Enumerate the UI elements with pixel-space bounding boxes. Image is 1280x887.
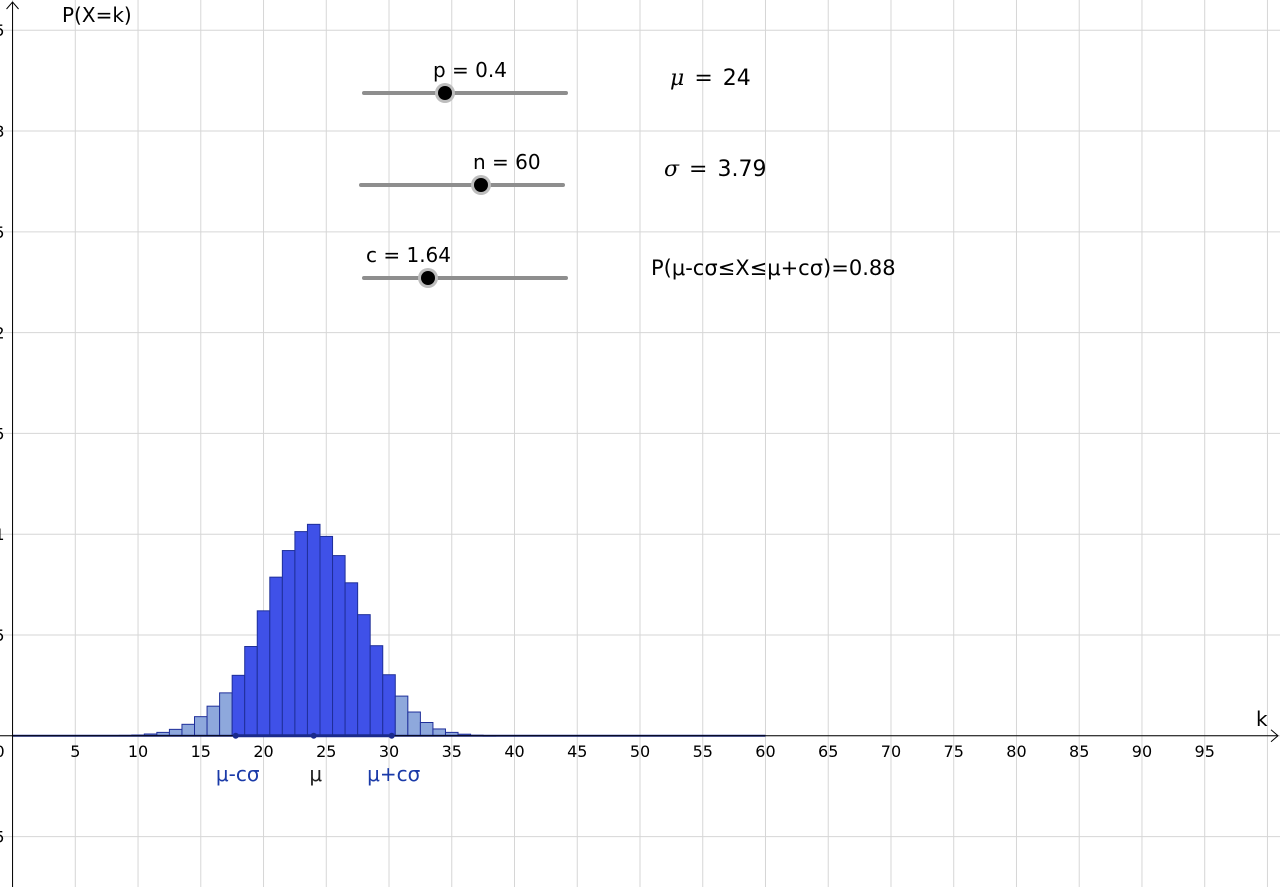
- x-tick-label: 30: [379, 742, 399, 761]
- upper-bound-label: μ+cσ: [367, 762, 420, 786]
- tick-labels: 0 5 10 15 20 25 30 35 40 45 50 55 60 65 70 75 80 85 90 95 0.…: [0, 21, 1215, 846]
- histogram-bar: [244, 646, 258, 737]
- x-tick-label: 10: [128, 742, 148, 761]
- sigma-value: 3.79: [717, 157, 767, 182]
- x-tick-label: 80: [1006, 742, 1026, 761]
- y-tick-label: 0.05: [0, 626, 5, 645]
- x-tick-label: 45: [567, 742, 587, 761]
- histogram-bar: [432, 728, 446, 737]
- histogram-bar: [269, 576, 283, 737]
- lower-bound-point[interactable]: [232, 732, 239, 739]
- slider-n-track[interactable]: [359, 183, 565, 187]
- x-tick-label: 5: [70, 742, 80, 761]
- mean-point[interactable]: [310, 732, 317, 739]
- slider-n-handle[interactable]: [474, 178, 488, 192]
- x-tick-label: 15: [191, 742, 211, 761]
- slider-n-label: n = 60: [473, 150, 541, 174]
- slider-p-handle[interactable]: [438, 86, 452, 100]
- x-tick-label: 25: [316, 742, 336, 761]
- histogram-bar: [219, 692, 233, 737]
- y-axis-arrow: [6, 1, 19, 10]
- sigma-readout: σ = 3.79: [664, 157, 766, 182]
- x-tick-label: 50: [630, 742, 650, 761]
- slider-c-handle[interactable]: [421, 271, 435, 285]
- equals-sign: =: [689, 157, 708, 182]
- x-tick-label: 40: [504, 742, 524, 761]
- histogram-bar: [294, 531, 308, 737]
- histogram-bar: [319, 535, 334, 737]
- slider-c-track[interactable]: [362, 276, 568, 280]
- histogram-bar: [394, 695, 409, 737]
- histogram-bar: [382, 674, 396, 737]
- histogram-bar: [281, 550, 296, 737]
- sigma-symbol: σ: [664, 157, 680, 182]
- slider-p-track[interactable]: [362, 91, 568, 95]
- mu-value: 24: [722, 66, 751, 91]
- histogram-bar: [181, 723, 196, 737]
- slider-c[interactable]: c = 1.64: [362, 243, 568, 285]
- lower-bound-label: μ-cσ: [216, 762, 260, 786]
- upper-bound-point[interactable]: [388, 732, 395, 739]
- y-axis-label: P(X=k): [62, 3, 132, 27]
- histogram-bar: [369, 645, 384, 737]
- histogram-bar: [407, 711, 421, 737]
- x-axis-arrow: [1270, 729, 1279, 743]
- x-tick-label: 0: [0, 742, 5, 761]
- slider-p[interactable]: p = 0.4: [362, 58, 568, 100]
- slider-n[interactable]: n = 60: [359, 150, 565, 192]
- histogram-bar: [357, 614, 371, 737]
- histogram-bars: [12, 523, 766, 737]
- mean-readout: μ = 24: [670, 66, 751, 91]
- x-tick-label: 20: [253, 742, 273, 761]
- y-tick-label: 0.1: [0, 525, 5, 544]
- x-axis-label: k: [1256, 707, 1268, 731]
- equals-sign: =: [694, 66, 713, 91]
- probability-readout: P(μ-cσ≤X≤μ+cσ)=0.88: [651, 256, 896, 280]
- x-tick-label: 85: [1069, 742, 1089, 761]
- histogram-bar: [419, 722, 434, 737]
- range-markers[interactable]: μ-cσ μ μ+cσ: [216, 732, 421, 786]
- histogram-bar: [206, 705, 221, 737]
- histogram-bar: [194, 716, 208, 737]
- y-tick-label: 0.2: [0, 324, 5, 343]
- slider-c-label: c = 1.64: [366, 243, 451, 267]
- mu-symbol: μ: [670, 66, 685, 91]
- y-tick-label: 0.25: [0, 223, 5, 242]
- y-tick-label: 0.35: [0, 21, 5, 40]
- y-tick-label: 0.3: [0, 122, 5, 141]
- histogram-bar: [332, 555, 346, 737]
- y-tick-label: 0.15: [0, 424, 5, 443]
- x-tick-label: 75: [944, 742, 964, 761]
- histogram-bar: [344, 582, 359, 737]
- x-tick-label: 95: [1195, 742, 1215, 761]
- x-tick-label: 70: [881, 742, 901, 761]
- x-tick-label: 65: [818, 742, 838, 761]
- y-tick-label: –0.05: [0, 828, 5, 847]
- mean-label: μ: [309, 762, 322, 786]
- x-tick-label: 55: [693, 742, 713, 761]
- histogram-bar: [256, 610, 271, 737]
- x-tick-label: 35: [442, 742, 462, 761]
- histogram-bar: [231, 674, 246, 737]
- slider-p-label: p = 0.4: [433, 58, 507, 82]
- x-tick-label: 90: [1132, 742, 1152, 761]
- x-tick-label: 60: [755, 742, 775, 761]
- histogram-bar: [306, 523, 321, 737]
